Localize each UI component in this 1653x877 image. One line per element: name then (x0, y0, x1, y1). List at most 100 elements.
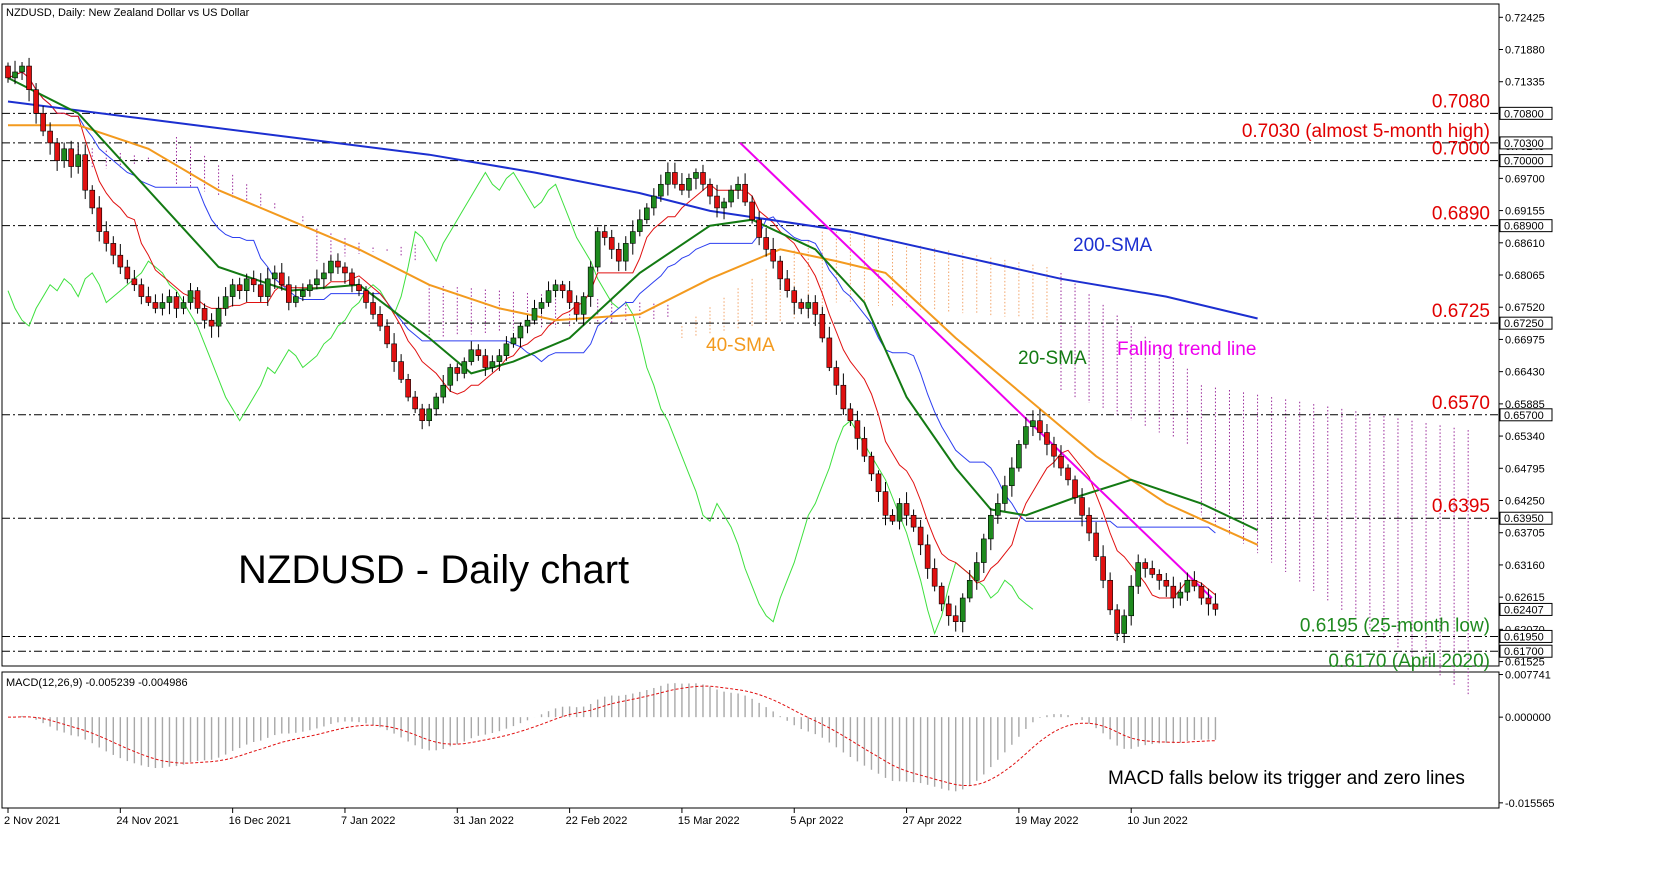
candle-body (840, 384, 847, 410)
level-axis-label: 0.61950 (1504, 631, 1544, 643)
candle-body (819, 314, 826, 339)
candle-body (1030, 420, 1036, 427)
candle-body (47, 130, 53, 144)
level-axis-box (1499, 154, 1553, 168)
sma20-annotation: 20-SMA (1018, 348, 1087, 369)
candle-body (812, 302, 819, 315)
level-axis-label: 0.70300 (1504, 138, 1544, 150)
candle-body (580, 296, 587, 315)
chart-annotation-title: NZDUSD - Daily chart (238, 548, 629, 592)
candle-body (356, 284, 362, 291)
candle-body (131, 278, 138, 286)
level-axis-label: 0.67250 (1504, 318, 1544, 330)
candle-body (321, 272, 327, 280)
candle-body (1107, 579, 1113, 611)
macd-panel-frame (1, 671, 1500, 809)
time-tick-label: 10 Jun 2022 (1127, 815, 1188, 827)
current-price-box (1499, 602, 1553, 616)
price-tick-label: 0.64250 (1505, 496, 1545, 508)
candle-body (243, 278, 250, 291)
candle-body (917, 526, 924, 546)
level-axis-label: 0.63950 (1504, 513, 1544, 525)
candle-body (833, 367, 840, 386)
candle-body (454, 367, 461, 374)
level-axis-label: 0.68900 (1504, 221, 1544, 233)
candle-body (679, 183, 685, 191)
candle-body (173, 296, 180, 309)
candle-body (271, 272, 278, 280)
macd-annotation: MACD falls below its trigger and zero li… (1108, 768, 1465, 789)
candle-body (180, 302, 187, 309)
level-label: 0.6890 (1432, 204, 1490, 225)
price-tick-label: 0.62615 (1505, 592, 1545, 604)
candle-body (510, 337, 517, 345)
candle-body (342, 266, 348, 274)
candle-body (545, 290, 552, 303)
candle-body (742, 183, 748, 203)
candle-body (489, 361, 496, 368)
candle-body (952, 615, 959, 622)
candle-body (636, 219, 643, 232)
candle-body (68, 148, 74, 167)
candle-body (363, 290, 369, 303)
level-label: 0.7030 (almost 5-month high) (1242, 121, 1490, 142)
candle-body (861, 438, 868, 457)
candle-body (1044, 432, 1050, 445)
candle-body (594, 231, 601, 268)
candle-body (1135, 562, 1142, 587)
candle-body (61, 148, 67, 161)
horizontal-levels (2, 112, 1499, 652)
price-tick-label: 0.63705 (1505, 528, 1545, 540)
time-tick-label: 16 Dec 2021 (229, 815, 291, 827)
candle-body (896, 503, 903, 522)
candle-body (250, 278, 257, 286)
candle-body (482, 355, 489, 368)
candle-body (826, 337, 833, 368)
candles (5, 57, 1219, 644)
level-axis-label: 0.70000 (1504, 156, 1544, 168)
candle-body (391, 343, 397, 362)
level-axis-label: 0.70800 (1504, 108, 1544, 120)
candle-body (187, 290, 194, 303)
candle-body (377, 314, 383, 327)
candle-body (475, 349, 482, 356)
price-tick-label: 0.71335 (1505, 77, 1545, 89)
candle-body (980, 538, 987, 563)
candle-body (314, 278, 320, 286)
candle-body (335, 260, 341, 268)
price-tick-label: 0.66975 (1505, 334, 1545, 346)
candle-body (587, 266, 594, 297)
price-axis: 0.724250.718800.713350.707900.702450.697… (1499, 12, 1553, 669)
price-tick-label: 0.63160 (1505, 560, 1545, 572)
candle-body (285, 284, 292, 303)
level-axis-box (1499, 408, 1553, 422)
price-tick-label: 0.65885 (1505, 399, 1545, 411)
candle-body (398, 361, 404, 380)
sma40-annotation: 40-SMA (706, 335, 775, 356)
candle-body (622, 243, 629, 262)
candle-body (714, 195, 720, 209)
time-tick-label: 7 Jan 2022 (341, 815, 395, 827)
candle-body (847, 408, 854, 422)
price-tick-label: 0.69700 (1505, 173, 1545, 185)
candle-body (215, 308, 222, 327)
candle-body (1009, 467, 1015, 487)
level-label: 0.6725 (1432, 301, 1490, 322)
candle-body (349, 272, 355, 286)
macd-tick-label: 0.007741 (1505, 670, 1551, 682)
candle-body (791, 290, 798, 303)
price-tick-label: 0.65340 (1505, 431, 1545, 443)
candle-body (307, 284, 313, 291)
time-tick-label: 27 Apr 2022 (903, 815, 962, 827)
candle-body (264, 278, 271, 297)
candle-body (693, 172, 699, 179)
candle-body (5, 65, 11, 79)
candle-body (1114, 609, 1120, 634)
candle-body (770, 248, 776, 262)
candle-body (1086, 514, 1092, 534)
macd-axis: 0.007741 0.000000 -0.015565 (1499, 670, 1555, 810)
candle-body (461, 361, 468, 374)
candle-body (868, 455, 875, 475)
candle-body (945, 603, 952, 617)
